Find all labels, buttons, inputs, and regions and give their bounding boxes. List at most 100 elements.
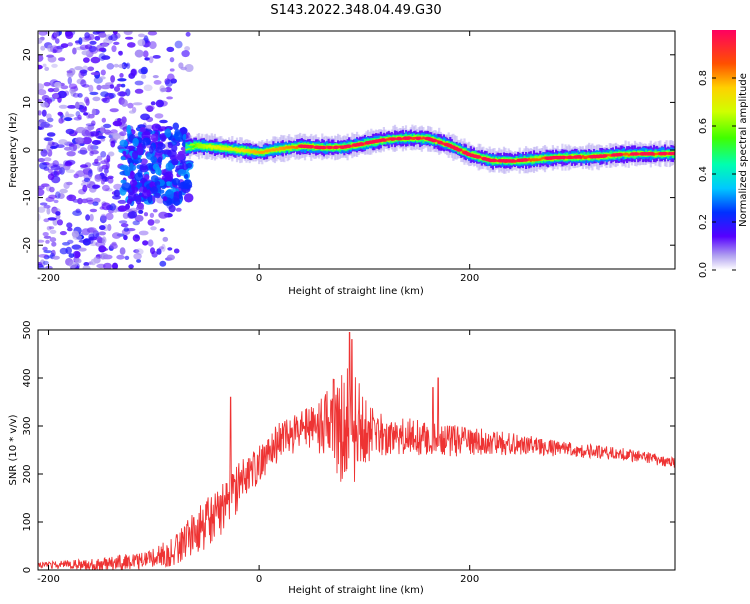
spectrogram-noise-cell bbox=[101, 164, 109, 170]
spectrogram-peak-cell bbox=[320, 145, 327, 150]
spectrogram-noise-cell bbox=[66, 181, 73, 186]
spectrogram-noise-cell bbox=[50, 145, 58, 149]
spectrogram-ticks: -200 0 200 20 10 0 -10 -20 bbox=[22, 31, 675, 284]
y-tick-label: 20 bbox=[22, 48, 33, 61]
spectrogram-noise-cell bbox=[81, 50, 90, 56]
spectrogram-noise-cell bbox=[89, 208, 98, 213]
spectrogram-noise-cell bbox=[101, 117, 107, 123]
spectrogram-ridge-cell bbox=[253, 149, 256, 153]
spectrogram-noise-cell bbox=[49, 226, 55, 230]
spectrogram-ridge-cell bbox=[528, 157, 531, 161]
spectrogram-cluster-cell bbox=[136, 145, 144, 156]
spectrogram-cluster-cell bbox=[150, 186, 158, 195]
spectrogram-noise-cell bbox=[42, 260, 49, 265]
spectrogram-noise-cell bbox=[84, 32, 90, 39]
spectrogram-noise-cell bbox=[72, 210, 82, 217]
spectrogram-peak-cell bbox=[670, 151, 675, 156]
spectrogram-noise-cell bbox=[38, 254, 49, 258]
spectrogram-ridge-cell bbox=[286, 145, 289, 149]
spectrogram-noise-cell bbox=[109, 108, 119, 113]
spectrogram-ridge-cell bbox=[245, 149, 248, 152]
spectrogram-noise-cell bbox=[134, 235, 140, 239]
spectrogram-ridge-cell bbox=[242, 149, 245, 153]
spectrogram-noise-cell bbox=[44, 66, 50, 71]
spectrogram-cluster-cell bbox=[186, 162, 193, 169]
spectrogram-noise-cell bbox=[127, 42, 136, 48]
spectrogram-panel: -200 0 200 20 10 0 -10 -20 Height of straight l… bbox=[8, 30, 676, 297]
spectrogram-noise-cell bbox=[116, 254, 125, 260]
spectrogram-peak-cell bbox=[490, 158, 497, 163]
spectrogram-peak-cell bbox=[405, 136, 412, 140]
spectrogram-cluster-cell bbox=[120, 156, 126, 161]
spectrogram-noise-cell bbox=[84, 129, 92, 136]
spectrogram-noise-cell bbox=[99, 76, 106, 80]
spectrogram-noise-cell bbox=[159, 119, 168, 124]
spectrogram-ridge-cell bbox=[231, 148, 234, 151]
spectrogram-noise-cell bbox=[125, 36, 134, 40]
spectrogram-noise-cell bbox=[159, 260, 167, 267]
spectrogram-noise-cell bbox=[87, 66, 95, 72]
spectrogram-cluster-cell bbox=[167, 142, 173, 149]
spectrogram-noise-cell bbox=[110, 140, 116, 148]
spectrogram-cluster-cell bbox=[130, 170, 134, 179]
spectrogram-noise-cell bbox=[88, 237, 94, 245]
spectrogram-ridge-cell bbox=[283, 146, 286, 150]
spectrogram-ridge-cell bbox=[581, 155, 584, 158]
spectrogram-noise-cell bbox=[75, 46, 86, 51]
y-tick-label: 100 bbox=[22, 512, 33, 531]
x-tick-label: 200 bbox=[460, 273, 479, 284]
spectrogram-noise-cell bbox=[52, 49, 57, 54]
spectrogram-noise-cell bbox=[45, 239, 50, 244]
spectrogram-noise-cell bbox=[52, 46, 63, 53]
spectrogram-cluster-cell bbox=[120, 179, 127, 184]
spectrogram-noise-cell bbox=[47, 88, 55, 93]
spectrogram-ridge-cell bbox=[220, 147, 223, 150]
spectrogram-noise-cell bbox=[184, 64, 194, 72]
y-tick-label: 200 bbox=[22, 464, 33, 483]
spectrogram-peak-cell bbox=[396, 136, 403, 141]
spectrogram-noise-cell bbox=[67, 105, 77, 109]
spectrogram-noise-cell bbox=[80, 79, 87, 87]
spectrogram-noise-cell bbox=[43, 82, 51, 87]
spectrogram-noise-cell bbox=[133, 249, 140, 254]
spectrogram-noise-cell bbox=[78, 239, 89, 243]
spectrogram-noise-cell bbox=[38, 263, 44, 268]
spectrogram-noise-cell bbox=[136, 259, 142, 263]
spectrogram-cluster-cell bbox=[184, 173, 189, 179]
spectrogram-cluster-cell bbox=[164, 171, 174, 181]
spectrogram-peak-cell bbox=[380, 138, 387, 142]
spectrogram-ridge-cell bbox=[585, 156, 588, 159]
spectrogram-ridge-cell bbox=[386, 138, 389, 141]
spectrogram-cluster-cell bbox=[155, 166, 161, 175]
spectrogram-cluster-cell bbox=[142, 186, 148, 193]
y-tick-label: 400 bbox=[22, 368, 33, 387]
spectrogram-noise-cell bbox=[43, 218, 50, 223]
spectrogram-cluster-cell bbox=[159, 189, 165, 194]
spectrogram-cluster-cell bbox=[182, 179, 193, 190]
spectrogram-noise-cell bbox=[180, 66, 187, 71]
spectrogram-cluster-cell bbox=[150, 175, 159, 183]
spectrogram-cluster-cell bbox=[152, 137, 158, 143]
spectrogram-ridge-cell bbox=[210, 145, 213, 149]
spectrogram-ridge-cell bbox=[261, 151, 264, 154]
spectrogram-cluster-cell bbox=[164, 128, 172, 138]
spectrogram-ridge-cell bbox=[248, 149, 251, 152]
spectrogram-noise-cell bbox=[181, 50, 190, 58]
spectrogram-ridge-cell bbox=[420, 137, 423, 140]
spectrogram-cluster-cell bbox=[146, 189, 151, 198]
spectrogram-noise-cell bbox=[90, 258, 97, 266]
spectrogram-noise-cell bbox=[147, 219, 155, 226]
spectrogram-ridge-cell bbox=[536, 158, 539, 162]
spectrogram-noise-cell bbox=[124, 255, 130, 260]
spectrogram-cluster-cell bbox=[131, 150, 139, 160]
spectrogram-cluster-cell bbox=[155, 147, 163, 153]
spectrogram-ridge-cell bbox=[624, 152, 627, 156]
spectrogram-noise-cell bbox=[150, 101, 156, 106]
spectrogram-noise-cell bbox=[102, 184, 110, 192]
spectrogram-noise-cell bbox=[75, 170, 85, 177]
spectrogram-cluster-cell bbox=[172, 122, 179, 130]
spectrogram-noise-cell bbox=[38, 89, 47, 96]
y-tick-label: 300 bbox=[22, 416, 33, 435]
spectrogram-noise-cell bbox=[158, 211, 169, 219]
